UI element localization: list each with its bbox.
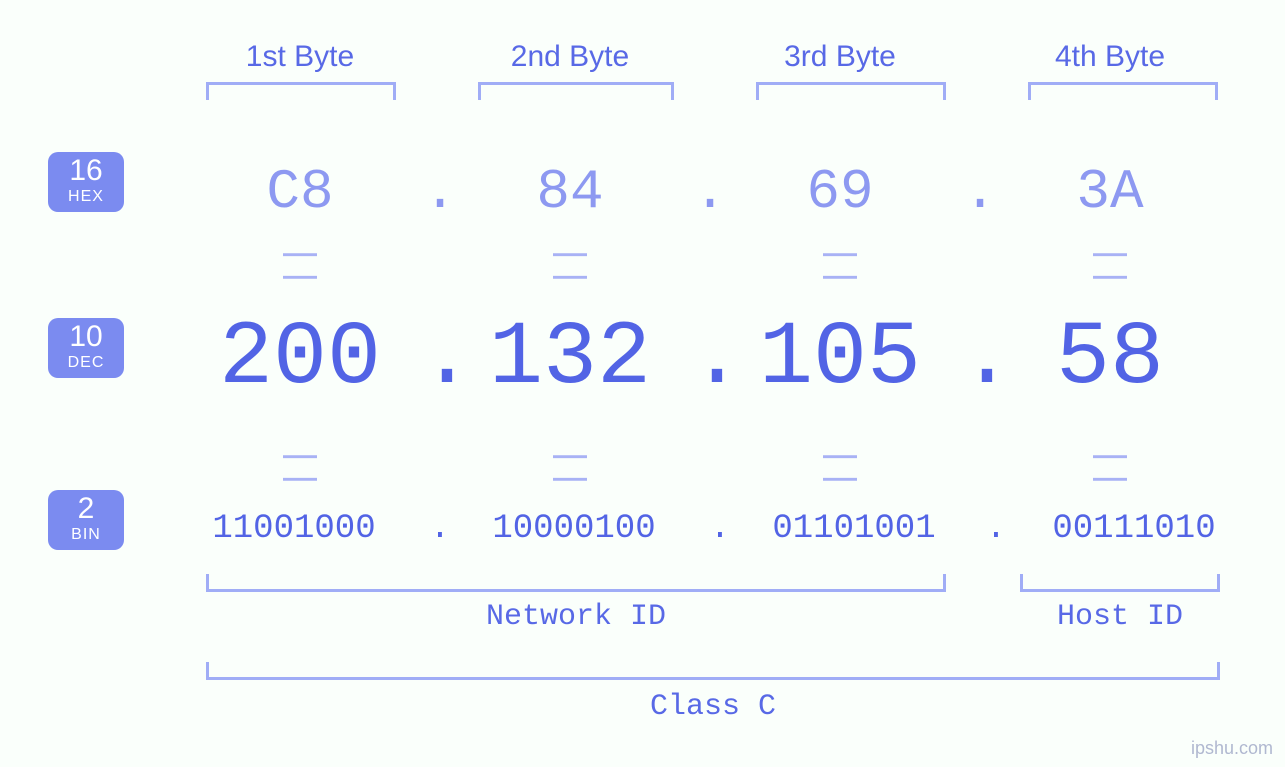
byte-bracket-2 [478,82,674,100]
network-id-label: Network ID [206,600,946,634]
host-id-bracket [1020,574,1220,592]
eq-bot-2: || [550,349,591,589]
byte-bracket-3 [756,82,946,100]
bin-dot-2: . [700,510,740,548]
badge-dec-label: DEC [48,354,124,372]
badge-bin-label: BIN [48,526,124,544]
byte-bracket-4 [1028,82,1218,100]
byte-header-3: 3rd Byte [720,40,960,74]
byte-header-1: 1st Byte [180,40,420,74]
byte-header-4: 4th Byte [990,40,1230,74]
byte-header-2: 2nd Byte [450,40,690,74]
class-bracket [206,662,1220,680]
hex-dot-3: . [960,160,1000,224]
badge-hex-label: HEX [48,188,124,206]
dec-dot-3: . [960,308,1000,410]
badge-dec-num: 10 [48,322,124,352]
bin-dot-1: . [420,510,460,548]
hex-dot-1: . [420,160,460,224]
eq-bot-4: || [1090,349,1131,589]
byte-bracket-1 [206,82,396,100]
bin-dot-3: . [976,510,1016,548]
eq-bot-3: || [820,349,861,589]
ip-format-diagram: 1st Byte 2nd Byte 3rd Byte 4th Byte 16 H… [0,0,1285,767]
dec-dot-1: . [420,308,460,410]
eq-bot-1: || [280,349,321,589]
base-badge-bin: 2 BIN [48,490,124,550]
network-id-bracket [206,574,946,592]
host-id-label: Host ID [1020,600,1220,634]
bin-byte-4: 00111010 [1004,510,1264,548]
base-badge-dec: 10 DEC [48,318,124,378]
class-label: Class C [206,690,1220,724]
bin-byte-1: 11001000 [164,510,424,548]
hex-dot-2: . [690,160,730,224]
base-badge-hex: 16 HEX [48,152,124,212]
badge-bin-num: 2 [48,494,124,524]
dec-dot-2: . [690,308,730,410]
bin-byte-3: 01101001 [724,510,984,548]
bin-byte-2: 10000100 [444,510,704,548]
badge-hex-num: 16 [48,156,124,186]
watermark: ipshu.com [1191,738,1273,759]
